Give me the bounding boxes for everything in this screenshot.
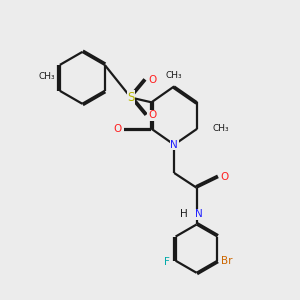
Text: S: S bbox=[127, 91, 134, 104]
Text: H: H bbox=[180, 209, 188, 219]
Text: O: O bbox=[148, 75, 156, 85]
Text: CH₃: CH₃ bbox=[39, 72, 55, 81]
Text: O: O bbox=[148, 110, 156, 120]
Text: N: N bbox=[195, 209, 203, 219]
Text: O: O bbox=[221, 172, 229, 182]
Text: CH₃: CH₃ bbox=[212, 124, 229, 133]
Text: F: F bbox=[164, 257, 170, 267]
Text: CH₃: CH₃ bbox=[166, 71, 182, 80]
Text: Br: Br bbox=[221, 256, 232, 266]
Text: O: O bbox=[113, 124, 122, 134]
Text: N: N bbox=[170, 140, 178, 150]
